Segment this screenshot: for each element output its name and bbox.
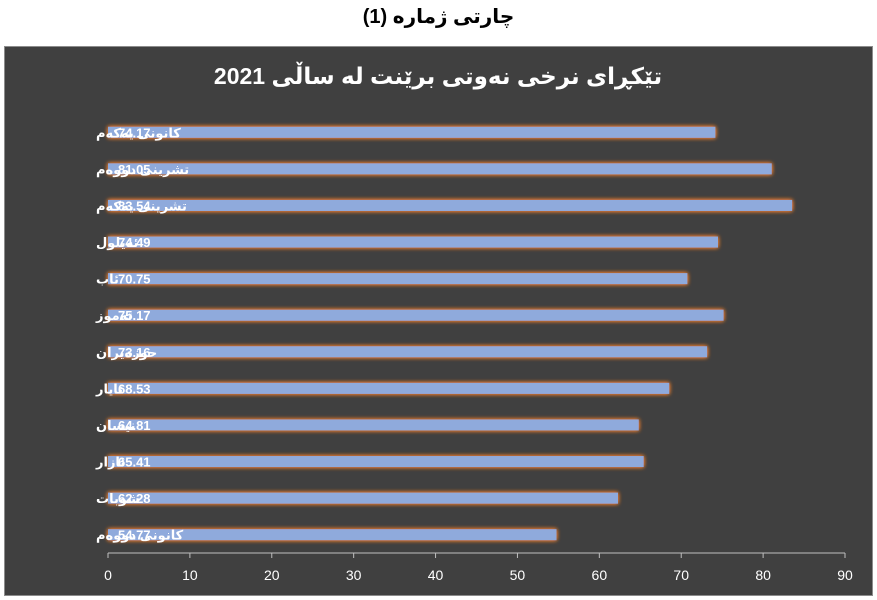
data-label: 81.05 <box>118 162 151 177</box>
bar <box>108 273 688 285</box>
data-label: 65.41 <box>118 455 151 470</box>
bar <box>108 346 708 358</box>
x-tick-label: 50 <box>510 567 526 583</box>
bar <box>108 199 793 211</box>
category-label: نیسان <box>96 418 135 433</box>
bar <box>108 382 670 394</box>
data-label: 54.77 <box>118 528 151 543</box>
category-label: ئازار <box>95 455 125 470</box>
x-tick-label: 70 <box>673 567 689 583</box>
category-label: کانونی دووەم <box>96 528 184 544</box>
x-tick-label: 10 <box>182 567 198 583</box>
x-tick-label: 90 <box>837 567 853 583</box>
category-label: حوزەیران <box>96 345 157 360</box>
x-tick-label: 30 <box>346 567 362 583</box>
chart-title: تێکڕای نرخی نەوتی برێنت لە ساڵی 2021 <box>214 61 662 90</box>
bar <box>108 456 644 468</box>
bar <box>108 309 724 321</box>
category-label: کانونی یەکەم <box>96 125 181 141</box>
x-tick-label: 40 <box>428 567 444 583</box>
bar <box>108 419 639 431</box>
data-label: 73.16 <box>118 345 151 360</box>
bar <box>108 236 718 248</box>
data-label: 62.28 <box>118 491 151 506</box>
data-label: 75.17 <box>118 308 151 323</box>
x-tick-label: 80 <box>755 567 771 583</box>
bar <box>108 529 557 541</box>
data-label: 70.75 <box>118 272 151 287</box>
category-label: تشرینی یەکەم <box>96 198 187 214</box>
bar <box>108 163 772 175</box>
x-tick-label: 0 <box>104 567 112 583</box>
category-label: تشرینی دووەم <box>96 162 189 178</box>
category-label: تەموز <box>95 308 132 323</box>
data-label: 74.17 <box>118 125 151 140</box>
category-label: ئەیلول <box>96 235 138 250</box>
category-label: ئایار <box>95 381 123 396</box>
bar <box>108 126 716 138</box>
data-label: 74.49 <box>118 235 151 250</box>
data-label: 68.53 <box>118 381 151 396</box>
x-tick-label: 20 <box>264 567 280 583</box>
bar <box>108 492 619 504</box>
x-tick-label: 60 <box>592 567 608 583</box>
category-label: شوبات <box>96 491 140 506</box>
data-label: 64.81 <box>118 418 151 433</box>
data-label: 83.54 <box>118 198 151 213</box>
category-label: ئاب <box>96 272 119 287</box>
document-heading: چارتی ژمارە (1) <box>362 6 515 28</box>
